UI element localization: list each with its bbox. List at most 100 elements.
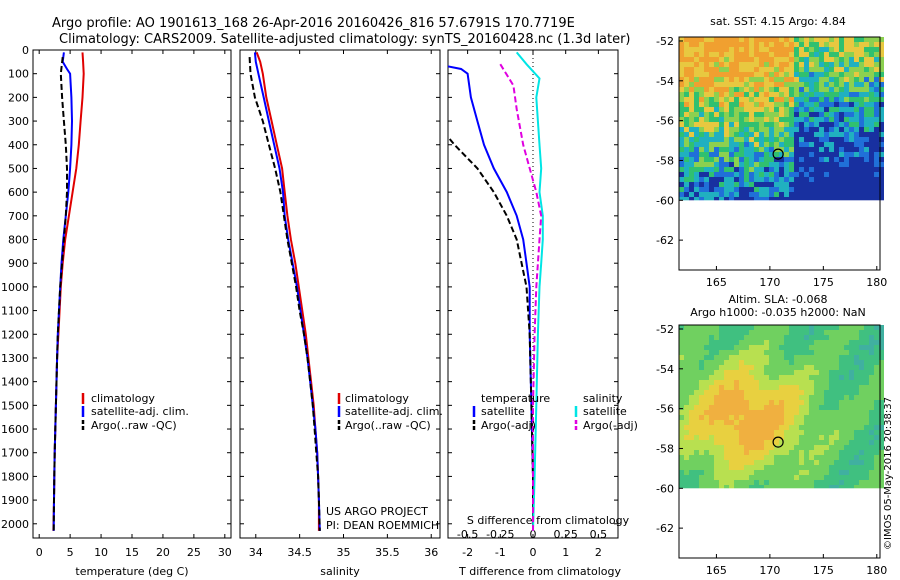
map-cell: [684, 425, 689, 430]
map-cell: [724, 147, 729, 152]
map-cell: [729, 137, 734, 142]
map-cell: [764, 172, 769, 177]
map-cell: [864, 157, 869, 162]
map-cell: [844, 350, 849, 355]
x-tick-label: 20: [156, 546, 170, 559]
legend-label-t-satellite: satellite: [481, 405, 525, 418]
map-cell: [869, 77, 874, 82]
map-cell: [769, 92, 774, 97]
map-cell: [879, 127, 884, 132]
map-cell: [724, 455, 729, 460]
map-cell: [784, 390, 789, 395]
map-cell: [844, 375, 849, 380]
map-cell: [844, 360, 849, 365]
map-cell: [744, 87, 749, 92]
map-cell: [844, 330, 849, 335]
map-cell: [874, 147, 879, 152]
map-cell: [829, 92, 834, 97]
map-cell: [764, 350, 769, 355]
map-cell: [839, 127, 844, 132]
map-cell: [804, 385, 809, 390]
map-cell: [724, 52, 729, 57]
map-cell: [789, 177, 794, 182]
map-cell: [879, 117, 884, 122]
map-cell: [824, 365, 829, 370]
map-cell: [689, 390, 694, 395]
map-cell: [819, 167, 824, 172]
map-cell: [709, 87, 714, 92]
map-cell: [859, 375, 864, 380]
map-cell: [794, 410, 799, 415]
map-cell: [849, 385, 854, 390]
map-cell: [714, 77, 719, 82]
map-cell: [759, 430, 764, 435]
map-cell: [829, 465, 834, 470]
map-cell: [814, 355, 819, 360]
map-cell: [874, 47, 879, 52]
map-cell: [734, 425, 739, 430]
map-cell: [824, 480, 829, 485]
map-cell: [839, 440, 844, 445]
map-cell: [734, 365, 739, 370]
map-cell: [824, 147, 829, 152]
map-cell: [819, 485, 824, 489]
map-cell: [679, 167, 684, 172]
map-cell: [684, 400, 689, 405]
map-cell: [869, 435, 874, 440]
map-cell: [774, 415, 779, 420]
map-cell: [714, 122, 719, 127]
map-cell: [784, 182, 789, 187]
map-cell: [809, 390, 814, 395]
map-cell: [709, 480, 714, 485]
map-cell: [874, 345, 879, 350]
map-cell: [814, 475, 819, 480]
map-cell: [744, 132, 749, 137]
map-cell: [734, 475, 739, 480]
map-cell: [679, 57, 684, 62]
map-cell: [749, 57, 754, 62]
map-cell: [804, 57, 809, 62]
map-cell: [774, 82, 779, 87]
map-cell: [734, 405, 739, 410]
map-cell: [814, 450, 819, 455]
map-cell: [864, 177, 869, 182]
map-cell: [764, 57, 769, 62]
map-cell: [859, 415, 864, 420]
map-cell: [749, 87, 754, 92]
map-cell: [824, 395, 829, 400]
map-cell: [814, 390, 819, 395]
map-cell: [874, 132, 879, 137]
map-cell: [864, 122, 869, 127]
map-cell: [789, 107, 794, 112]
map-cell: [864, 325, 869, 330]
series-line-climatology: [52, 52, 85, 531]
map-cell: [829, 455, 834, 460]
map-cell: [764, 390, 769, 395]
map-cell: [834, 62, 839, 67]
map-cell: [849, 177, 854, 182]
map-cell: [769, 330, 774, 335]
map-cell: [759, 72, 764, 77]
map-cell: [749, 455, 754, 460]
map-cell: [694, 325, 699, 330]
map-cell: [814, 42, 819, 47]
map-cell: [819, 62, 824, 67]
map-cell: [834, 410, 839, 415]
map-cell: [839, 475, 844, 480]
map-cell: [679, 87, 684, 92]
map-cell: [759, 152, 764, 157]
map-cell: [829, 350, 834, 355]
map-cell: [709, 360, 714, 365]
map-cell: [714, 465, 719, 470]
map-cell: [864, 410, 869, 415]
map-cell: [744, 92, 749, 97]
map-cell: [844, 485, 849, 489]
map-cell: [709, 385, 714, 390]
map-cell: [694, 345, 699, 350]
map-cell: [829, 335, 834, 340]
map-cell: [754, 460, 759, 465]
map-cell: [814, 97, 819, 102]
map-cell: [734, 375, 739, 380]
map-cell: [824, 385, 829, 390]
map-cell: [849, 77, 854, 82]
